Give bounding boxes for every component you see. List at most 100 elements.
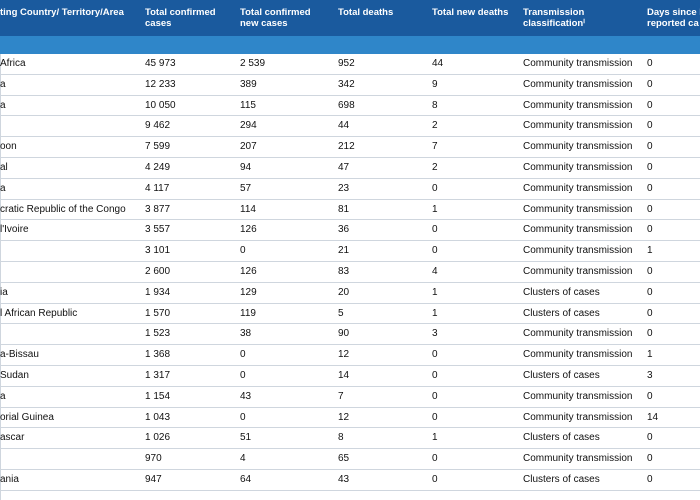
- country-name: ia: [0, 287, 140, 299]
- table-row: ania 947 64 43 0 Clusters of cases 0: [0, 470, 700, 491]
- total-cases: 10 050: [145, 99, 176, 111]
- days-since-last-case: 0: [647, 141, 653, 153]
- header-transmission-line2: classificationⁱ: [523, 18, 585, 29]
- country-name-text: ia: [0, 286, 8, 298]
- total-cases: 1 043: [145, 411, 171, 423]
- days-since-last-case: 0: [647, 120, 653, 132]
- new-deaths: 0: [432, 453, 438, 465]
- transmission-classification: Community transmission: [523, 161, 633, 173]
- total-cases: 970: [145, 453, 162, 465]
- total-deaths: 90: [338, 328, 350, 340]
- days-since-last-case: 0: [647, 78, 653, 90]
- total-deaths: 36: [338, 224, 350, 236]
- total-deaths: 23: [338, 182, 350, 194]
- total-cases: 7 599: [145, 141, 171, 153]
- country-name-text: l African Republic: [0, 307, 78, 319]
- new-cases: 51: [240, 432, 252, 444]
- header-days-since-line1: Days since l: [647, 7, 700, 18]
- country-name-text: oon: [0, 141, 17, 153]
- country-name: a: [0, 100, 140, 112]
- days-since-last-case: 0: [647, 453, 653, 465]
- table-row: Sudan 1 317 0 14 0 Clusters of cases 3: [0, 366, 700, 387]
- region-band: [0, 36, 700, 54]
- table-row: a 12 233 389 342 9 Community transmission 0: [0, 75, 700, 96]
- new-cases: 2 539: [240, 58, 266, 69]
- days-since-last-case: 0: [647, 161, 653, 173]
- new-deaths: 0: [432, 369, 438, 381]
- new-deaths: 1: [432, 432, 438, 444]
- new-deaths: 0: [432, 390, 438, 402]
- header-transmission-line1: Transmission: [523, 7, 585, 18]
- new-deaths: 3: [432, 328, 438, 340]
- total-cases: 1 026: [145, 432, 171, 444]
- days-since-last-case: 0: [647, 473, 653, 485]
- header-days-since-line2: reported ca: [647, 18, 699, 29]
- country-name-text: a: [0, 182, 6, 194]
- new-cases: 389: [240, 78, 257, 90]
- new-deaths: 0: [432, 245, 438, 257]
- table-body: Africa 45 973 2 539 952 44 Community transmis…: [0, 54, 700, 491]
- total-cases: 3 877: [145, 203, 171, 215]
- new-deaths: 4: [432, 265, 438, 277]
- total-deaths: 21: [338, 245, 350, 257]
- new-cases: 43: [240, 390, 252, 402]
- table-row: 3 101 0 21 0 Community transmission 1: [0, 241, 700, 262]
- table-row: ascar 1 026 51 8 1 Clusters of cases 0: [0, 428, 700, 450]
- total-deaths: 12: [338, 349, 350, 361]
- new-deaths: 1: [432, 286, 438, 298]
- transmission-classification: Community transmission: [523, 203, 633, 215]
- days-since-last-case: 0: [647, 203, 653, 215]
- transmission-classification: Community transmission: [523, 99, 633, 111]
- days-since-last-case: 1: [647, 349, 653, 361]
- transmission-classification: Community transmission: [523, 141, 633, 153]
- country-name-text: Sudan: [0, 369, 29, 381]
- country-name-text: orial Guinea: [0, 411, 54, 423]
- country-name-text: Africa: [0, 58, 26, 69]
- new-cases: 126: [240, 224, 257, 236]
- header-new-cases-line1: Total confirmed: [240, 7, 311, 18]
- header-total-cases-line2: cases: [145, 18, 172, 29]
- country-name: al: [0, 162, 140, 174]
- new-deaths: 7: [432, 141, 438, 153]
- header-total-cases-line1: Total confirmed: [145, 7, 216, 18]
- transmission-classification: Community transmission: [523, 453, 633, 465]
- table-row: ia 1 934 129 20 1 Clusters of cases 0: [0, 283, 700, 304]
- days-since-last-case: 0: [647, 432, 653, 444]
- country-name: a: [0, 391, 140, 403]
- total-deaths: 698: [338, 99, 355, 111]
- header-country: ting Country/ Territory/Area: [0, 7, 124, 18]
- total-deaths: 8: [338, 432, 344, 444]
- country-name-text: cratic Republic of the Congo: [0, 203, 126, 215]
- total-cases: 4 117: [145, 182, 170, 194]
- header-transmission: Transmission classificationⁱ: [523, 7, 585, 29]
- transmission-classification: Community transmission: [523, 411, 633, 423]
- country-name: a: [0, 79, 140, 91]
- table-row: 9 462 294 44 2 Community transmission 0: [0, 116, 700, 138]
- table-row: a 4 117 57 23 0 Community transmission 0: [0, 179, 700, 200]
- days-since-last-case: 0: [647, 328, 653, 340]
- new-deaths: 0: [432, 473, 438, 485]
- country-name: a: [0, 183, 140, 195]
- table-row: a 10 050 115 698 8 Community transmission 0: [0, 96, 700, 117]
- new-deaths: 0: [432, 182, 438, 194]
- days-since-last-case: 0: [647, 224, 653, 236]
- transmission-classification: Clusters of cases: [523, 286, 600, 298]
- new-cases: 114: [240, 203, 256, 215]
- days-since-last-case: 0: [647, 390, 653, 402]
- new-cases: 0: [240, 245, 246, 257]
- days-since-last-case: 3: [647, 369, 653, 381]
- header-new-deaths: Total new deaths: [432, 7, 508, 18]
- transmission-classification: Community transmission: [523, 120, 633, 132]
- new-cases: 38: [240, 328, 252, 340]
- table-row: l African Republic 1 570 119 5 1 Clusters of …: [0, 304, 700, 325]
- new-cases: 126: [240, 265, 257, 277]
- table-row: 2 600 126 83 4 Community transmission 0: [0, 262, 700, 283]
- new-deaths: 44: [432, 58, 444, 69]
- days-since-last-case: 14: [647, 411, 659, 423]
- total-cases: 1 154: [145, 390, 171, 402]
- total-cases: 1 368: [145, 349, 171, 361]
- table-row: 970 4 65 0 Community transmission 0: [0, 449, 700, 470]
- days-since-last-case: 0: [647, 286, 653, 298]
- total-cases: 4 249: [145, 161, 171, 173]
- header-new-deaths-label: Total new deaths: [432, 7, 509, 18]
